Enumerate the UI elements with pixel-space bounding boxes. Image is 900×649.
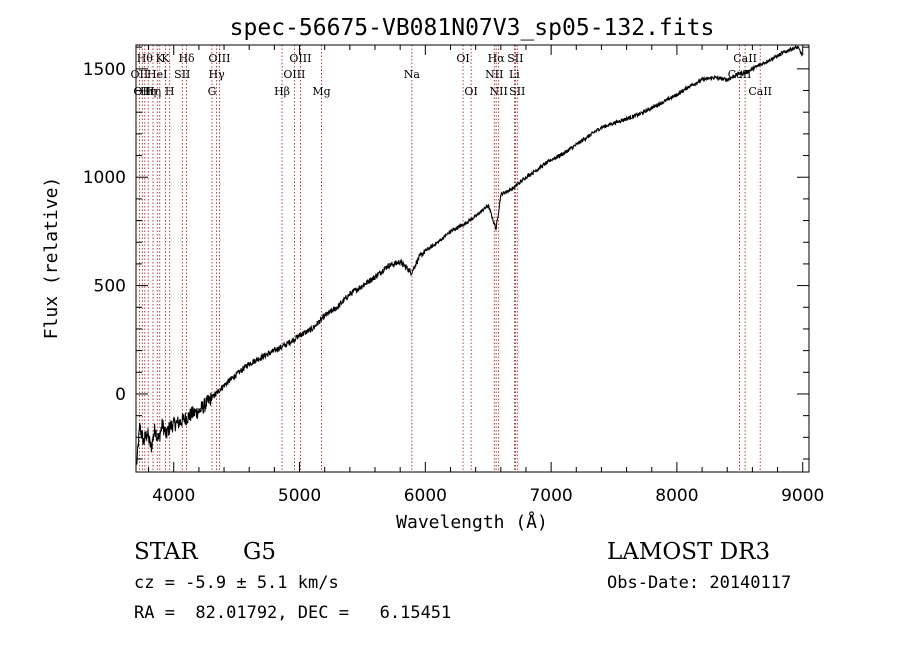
line-label-G: G: [208, 85, 217, 98]
y-tick-label: 0: [115, 385, 126, 405]
line-label-Hη: Hη: [145, 85, 161, 98]
emission-line-markers: [138, 45, 761, 472]
line-label-K: K: [161, 52, 170, 65]
axis-ticks: [136, 45, 809, 472]
redshift-velocity: cz = -5.9 ± 5.1 km/s: [134, 573, 339, 593]
observation-date: Obs-Date: 20140117: [607, 573, 792, 593]
line-label-K: K: [156, 52, 165, 65]
object-class: STAR: [134, 539, 198, 565]
line-label-Li: Li: [509, 68, 520, 81]
line-label-Hη: Hη: [140, 85, 156, 98]
line-label-OI: OI: [464, 85, 477, 98]
plot-frame: [135, 44, 810, 473]
line-label-Hθ: Hθ: [137, 52, 154, 65]
line-label-OIII: OIII: [283, 68, 305, 81]
survey-name: LAMOST DR3: [607, 539, 771, 565]
x-tick-label: 6000: [404, 486, 447, 506]
x-tick-label: 9000: [781, 486, 824, 506]
y-axis-label: Flux (relative): [41, 177, 62, 340]
x-tick-label: 5000: [278, 486, 321, 506]
line-label-Mg: Mg: [312, 85, 330, 98]
coordinates: RA = 82.01792, DEC = 6.15451: [134, 603, 452, 623]
line-label-NII: NII: [485, 68, 503, 81]
line-label-Hα: Hα: [488, 52, 506, 65]
line-label-SII: SII: [509, 85, 525, 98]
line-label-CaII: CaII: [748, 85, 772, 98]
x-axis-label: Wavelength (Å): [396, 511, 548, 533]
line-label-Hδ: Hδ: [178, 52, 195, 65]
line-label-OIII: OIII: [208, 52, 230, 65]
line-label-Hβ: Hβ: [274, 85, 290, 98]
chart-title: spec-56675-VB081N07V3_sp05-132.fits: [230, 15, 715, 41]
line-label-H: H: [165, 85, 175, 98]
line-label-Na: Na: [404, 68, 421, 81]
y-tick-label: 1000: [83, 168, 126, 188]
x-tick-label: 8000: [655, 486, 698, 506]
line-label-OI: OI: [456, 52, 469, 65]
line-label-OII: OII: [131, 68, 149, 81]
line-label-NII: NII: [490, 85, 508, 98]
line-label-SII: SII: [507, 52, 523, 65]
x-tick-label: 7000: [529, 486, 572, 506]
y-tick-label: 500: [94, 277, 126, 297]
object-subclass: G5: [243, 539, 277, 565]
axis-tick-labels: 4000 5000 6000 7000 8000 9000 0 500 1000 1500: [83, 60, 825, 506]
line-label-OII: OII: [133, 85, 151, 98]
line-label-OIII: OIII: [289, 52, 311, 65]
line-label-HeI: HeI: [147, 68, 167, 81]
line-label-SII: SII: [174, 68, 190, 81]
x-tick-label: 4000: [152, 486, 195, 506]
spectrum-line: [136, 44, 804, 465]
line-label-Hγ: Hγ: [209, 68, 226, 81]
y-tick-label: 1500: [83, 60, 126, 80]
line-label-CaII: CaII: [733, 52, 757, 65]
